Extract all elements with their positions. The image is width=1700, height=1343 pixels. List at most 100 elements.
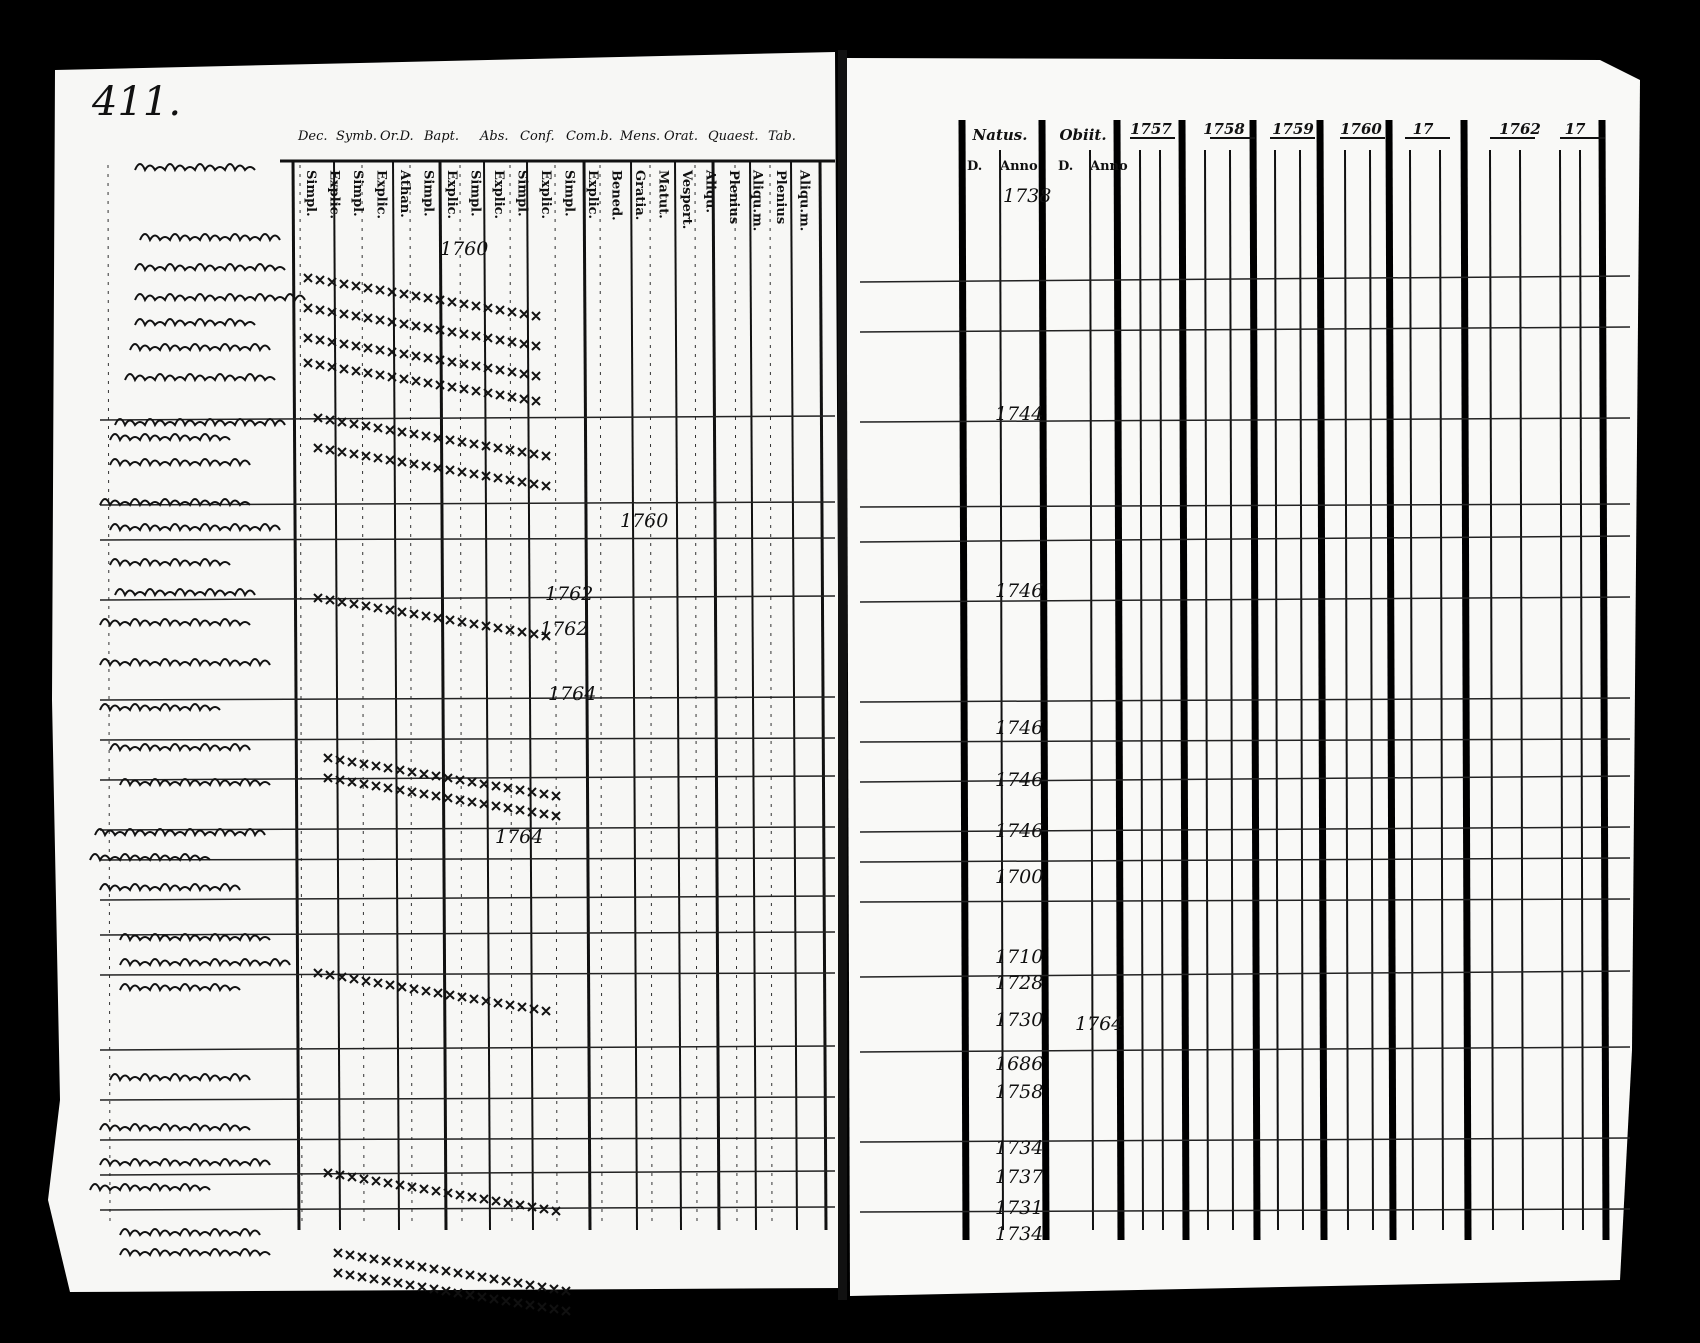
handwritten-name bbox=[109, 743, 251, 753]
handwritten-date: 1762 bbox=[545, 583, 593, 605]
column-rule-thick bbox=[1598, 119, 1610, 1241]
column-rule-thick bbox=[1038, 119, 1050, 1241]
column-rule bbox=[526, 159, 534, 1231]
handwritten-name bbox=[109, 523, 281, 533]
column-sub-header: Explic. bbox=[491, 170, 506, 219]
row-rule bbox=[99, 501, 836, 506]
row-rule bbox=[859, 775, 1631, 783]
row-rule bbox=[859, 898, 1631, 903]
birth-year: 1700 bbox=[995, 866, 1043, 888]
row-rule bbox=[99, 1206, 836, 1211]
row-rule bbox=[859, 697, 1631, 703]
column-header: Or.D. bbox=[380, 129, 414, 144]
column-rule bbox=[1409, 149, 1414, 1231]
birth-year-entries: 1738 1744 1746 1746 1746 1746 1700 1710 1728 1730… bbox=[995, 185, 1051, 1245]
row-rule bbox=[859, 738, 1631, 743]
birth-year: 1730 bbox=[995, 1009, 1043, 1031]
birth-year: 1746 bbox=[995, 769, 1043, 791]
handwritten-name bbox=[134, 293, 306, 303]
column-header: Dec. bbox=[297, 129, 328, 144]
row-rule bbox=[99, 737, 836, 741]
column-sub-header: Plenius bbox=[726, 170, 741, 224]
handwritten-name bbox=[139, 233, 281, 243]
row-rule bbox=[859, 1046, 1631, 1053]
row-rule bbox=[859, 970, 1631, 978]
birth-year: 1734 bbox=[995, 1137, 1043, 1159]
handwritten-name bbox=[99, 703, 221, 713]
column-sub-header: Explic. bbox=[585, 170, 600, 219]
handwritten-name bbox=[129, 343, 271, 353]
row-rule bbox=[99, 775, 836, 781]
row-rule bbox=[99, 931, 836, 936]
row-rule bbox=[99, 895, 836, 901]
dotted-rule bbox=[599, 164, 603, 1226]
row-rule bbox=[99, 857, 836, 861]
year-column-header: 17 bbox=[1565, 120, 1586, 138]
handwritten-name bbox=[119, 1228, 261, 1238]
handwritten-marks bbox=[303, 333, 541, 381]
handwritten-date: 1760 bbox=[620, 510, 668, 532]
year-column-header: 1758 bbox=[1203, 120, 1245, 138]
column-rule bbox=[582, 159, 592, 1231]
handwritten-name bbox=[99, 618, 251, 628]
column-rule bbox=[749, 159, 757, 1231]
handwritten-name bbox=[94, 828, 266, 838]
column-sub-header: Gratia. bbox=[632, 170, 647, 220]
handwritten-marks bbox=[303, 273, 541, 321]
left-handwritten-entries: 1760 1760 1762 1762 1764 1764 bbox=[89, 163, 668, 1316]
death-year-entries: 1764 bbox=[1075, 1013, 1123, 1035]
header-obiit: Obiit. bbox=[1059, 126, 1106, 144]
row-rule bbox=[859, 503, 1631, 508]
handwritten-date: 1760 bbox=[440, 238, 488, 260]
row-rule bbox=[99, 1045, 836, 1051]
year-column-header: 1762 bbox=[1499, 120, 1541, 138]
handwritten-marks bbox=[303, 303, 541, 351]
handwritten-marks bbox=[333, 1248, 571, 1296]
column-sub-header: Bened. bbox=[609, 170, 624, 221]
row-rule bbox=[99, 1096, 836, 1101]
column-rule bbox=[1344, 149, 1349, 1231]
row-rule bbox=[859, 535, 1631, 543]
birth-year: 1710 bbox=[995, 946, 1043, 968]
column-sub-header: Aliqu.m. bbox=[750, 169, 765, 231]
handwritten-name bbox=[119, 933, 271, 943]
column-rule-thick bbox=[1385, 119, 1397, 1241]
column-header: Mens. bbox=[619, 129, 660, 144]
birth-year: 1746 bbox=[995, 717, 1043, 739]
date-sub-header: Anno bbox=[999, 159, 1038, 174]
column-rule bbox=[790, 159, 798, 1231]
year-column-header: 1759 bbox=[1272, 120, 1314, 138]
handwritten-name bbox=[109, 458, 251, 468]
column-header: Orat. bbox=[664, 129, 698, 144]
handwritten-name bbox=[109, 433, 231, 443]
column-rule bbox=[1519, 149, 1524, 1231]
column-sub-header: Matut. bbox=[656, 170, 671, 219]
handwritten-marks bbox=[323, 1168, 561, 1216]
handwritten-name bbox=[134, 318, 256, 328]
left-sub-headers: Simpl. Explic. Simpl. Explic. Athan. Simpl. Ex… bbox=[303, 169, 812, 231]
column-sub-header: Simpl. bbox=[421, 170, 436, 217]
handwritten-marks bbox=[313, 593, 551, 641]
row-rule bbox=[99, 537, 836, 541]
column-rule bbox=[1299, 149, 1304, 1231]
row-rule bbox=[859, 1208, 1631, 1213]
column-sub-header: Simpl. bbox=[468, 170, 483, 217]
book-gutter bbox=[838, 50, 847, 1300]
birth-year: 1744 bbox=[995, 403, 1043, 425]
column-rule-thick bbox=[1316, 119, 1328, 1241]
ruled-lines bbox=[99, 119, 1631, 1241]
column-rule bbox=[711, 159, 721, 1231]
birth-year: 1758 bbox=[995, 1081, 1043, 1103]
column-sub-header: Explic. bbox=[327, 170, 342, 219]
column-rule bbox=[1559, 149, 1564, 1231]
handwritten-name bbox=[134, 263, 286, 273]
dotted-rule bbox=[649, 164, 653, 1226]
year-column-header: 17 bbox=[1413, 120, 1434, 138]
header-natus: Natus. bbox=[972, 126, 1028, 144]
dotted-rule bbox=[554, 164, 558, 1226]
column-sub-header: Aliqu.m. bbox=[797, 169, 812, 231]
handwritten-marks bbox=[333, 1268, 571, 1316]
column-header: Bapt. bbox=[423, 129, 459, 144]
left-page bbox=[48, 52, 842, 1292]
handwritten-marks bbox=[303, 358, 541, 406]
